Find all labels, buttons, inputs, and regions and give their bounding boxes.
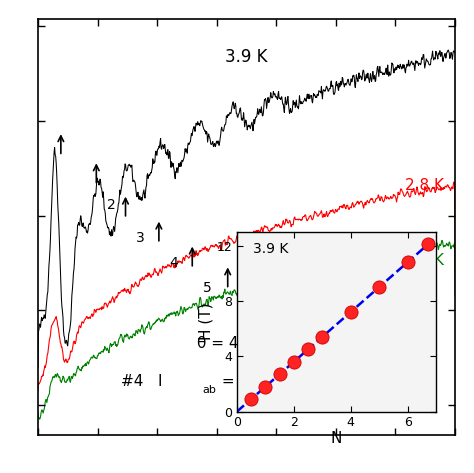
Point (262, 383, 269, 390)
Text: 6: 6 (238, 302, 247, 316)
Point (319, 333, 326, 341)
Point (276, 370, 283, 378)
Text: 3.9 K: 3.9 K (225, 48, 268, 66)
Text: θ = 4°: θ = 4° (197, 336, 246, 351)
Point (347, 308, 355, 316)
Point (290, 358, 298, 366)
Text: #4   I: #4 I (121, 374, 163, 388)
Text: 4: 4 (169, 256, 178, 270)
Text: ab: ab (203, 385, 217, 395)
Text: 3.9 K: 3.9 K (253, 242, 288, 256)
Text: 2.2 K: 2.2 K (405, 253, 444, 268)
Point (404, 258, 411, 266)
Y-axis label: H (T): H (T) (199, 303, 214, 341)
Text: 7: 7 (276, 327, 284, 341)
Point (247, 395, 255, 403)
Point (424, 240, 431, 248)
X-axis label: N: N (331, 431, 342, 446)
Point (375, 283, 383, 291)
Point (304, 345, 312, 353)
Text: 2.8 K: 2.8 K (405, 178, 444, 193)
Text: 3: 3 (136, 231, 145, 245)
Text: 2: 2 (107, 198, 116, 212)
Text: 5: 5 (203, 281, 211, 295)
Text: = 50 μA: = 50 μA (217, 374, 284, 388)
